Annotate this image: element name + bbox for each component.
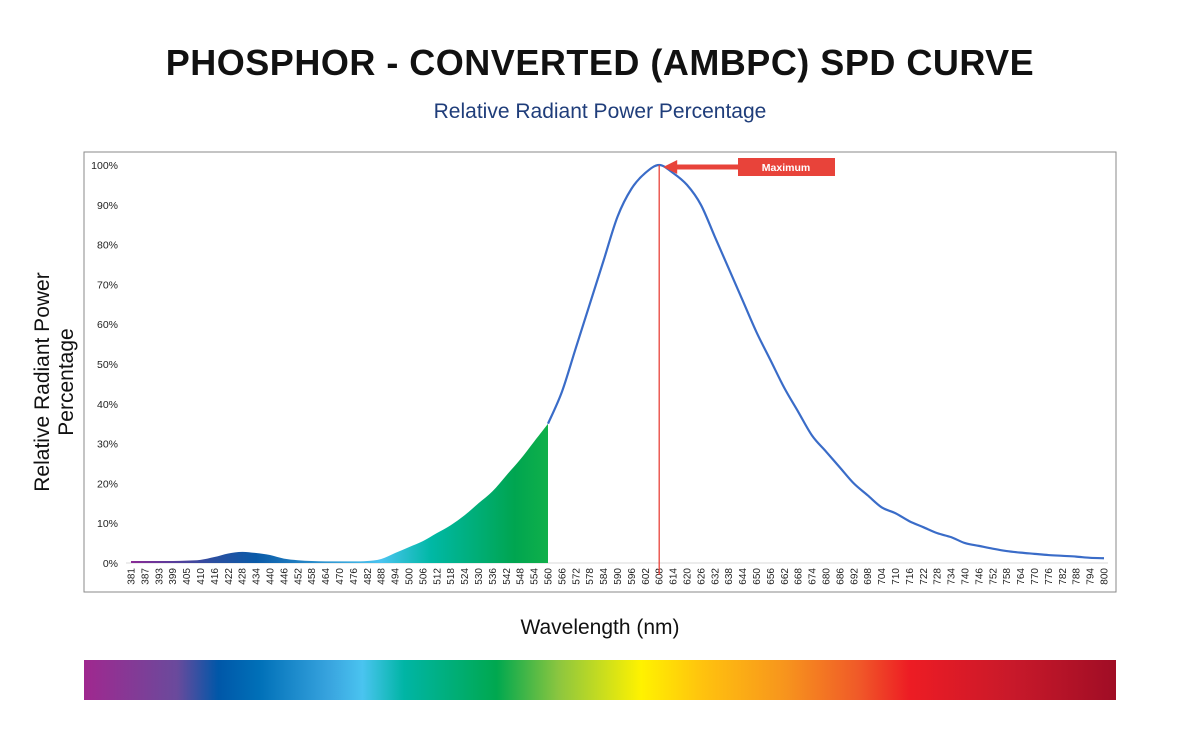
- arrow-left-icon: [663, 160, 738, 174]
- spd-curve-line: [546, 163, 1105, 560]
- x-tick-label: 458: [307, 568, 318, 585]
- y-tick-label: 10%: [97, 518, 118, 530]
- x-tick-label: 381: [127, 568, 138, 585]
- x-tick-label: 596: [627, 568, 638, 585]
- x-tick-label: 590: [613, 568, 624, 585]
- x-tick-label: 500: [405, 568, 416, 585]
- x-tick-label: 536: [488, 568, 499, 585]
- x-tick-label: 602: [641, 568, 652, 585]
- x-tick-label: 566: [557, 568, 568, 585]
- x-tick-label: 548: [516, 568, 527, 585]
- x-tick-label: 476: [349, 568, 360, 585]
- x-tick-label: 782: [1058, 568, 1069, 585]
- x-tick-label: 584: [599, 568, 610, 585]
- x-tick-label: 734: [947, 568, 958, 585]
- x-tick-label: 530: [474, 568, 485, 585]
- y-tick-label: 90%: [97, 200, 118, 212]
- x-tick-label: 578: [585, 568, 596, 585]
- x-tick-label: 518: [446, 568, 457, 585]
- chart-subtitle: Relative Radiant Power Percentage: [433, 100, 767, 123]
- x-tick-label: 405: [182, 568, 193, 585]
- x-tick-label: 626: [696, 568, 707, 585]
- x-tick-label: 560: [544, 568, 555, 585]
- x-tick-label: 686: [835, 568, 846, 585]
- x-tick-label: 632: [710, 568, 721, 585]
- x-tick-label: 542: [502, 568, 513, 585]
- x-tick-label: 656: [766, 568, 777, 585]
- x-tick-label: 614: [669, 568, 680, 585]
- x-axis-label: Wavelength (nm): [520, 616, 680, 639]
- x-tick-label: 698: [863, 568, 874, 585]
- x-tick-label: 410: [196, 568, 207, 585]
- x-tick-label: 752: [988, 568, 999, 585]
- x-tick-label: 512: [432, 568, 443, 585]
- x-tick-label: 788: [1072, 568, 1083, 585]
- y-tick-label: 50%: [97, 359, 118, 371]
- y-tick-label: 60%: [97, 319, 118, 331]
- x-tick-label: 746: [974, 568, 985, 585]
- x-tick-label: 758: [1002, 568, 1013, 585]
- x-tick-label: 572: [571, 568, 582, 585]
- x-tick-label: 662: [780, 568, 791, 585]
- x-tick-label: 776: [1044, 568, 1055, 585]
- x-tick-label: 704: [877, 568, 888, 585]
- x-tick-label: 434: [252, 568, 263, 585]
- x-tick-label: 416: [210, 568, 221, 585]
- x-tick-label: 728: [933, 568, 944, 585]
- x-tick-label: 680: [822, 568, 833, 585]
- x-tick-label: 710: [891, 568, 902, 585]
- x-tick-label: 722: [919, 568, 930, 585]
- x-tick-label: 399: [168, 568, 179, 585]
- x-tick-label: 446: [279, 568, 290, 585]
- maximum-label-box: [738, 158, 835, 176]
- x-tick-label: 440: [266, 568, 277, 585]
- maximum-label: Maximum: [762, 162, 810, 174]
- x-tick-label: 608: [655, 568, 666, 585]
- maximum-annotation: Maximum: [663, 158, 835, 176]
- x-tick-label: 482: [363, 568, 374, 585]
- x-tick-label: 740: [961, 568, 972, 585]
- x-tick-label: 650: [752, 568, 763, 585]
- x-tick-label: 428: [238, 568, 249, 585]
- x-tick-label: 470: [335, 568, 346, 585]
- plot-frame: [83, 151, 1117, 593]
- y-tick-label: 70%: [97, 279, 118, 291]
- x-tick-label: 393: [154, 568, 165, 585]
- x-tick-label: 464: [321, 568, 332, 585]
- x-tick-label: 488: [377, 568, 388, 585]
- x-tick-label: 506: [418, 568, 429, 585]
- y-tick-label: 30%: [97, 439, 118, 451]
- x-tick-label: 800: [1100, 568, 1111, 585]
- y-tick-label: 0%: [103, 558, 118, 570]
- y-tick-label: 80%: [97, 240, 118, 252]
- x-tick-label: 668: [794, 568, 805, 585]
- visible-spectrum-bar: [84, 660, 1116, 700]
- x-tick-label: 794: [1086, 568, 1097, 585]
- x-tick-label: 387: [140, 568, 151, 585]
- x-tick-label: 524: [460, 568, 471, 585]
- y-tick-label: 40%: [97, 399, 118, 411]
- x-tick-label: 764: [1016, 568, 1027, 585]
- x-tick-label: 770: [1030, 568, 1041, 585]
- x-tick-label: 422: [224, 568, 235, 585]
- x-tick-label: 692: [849, 568, 860, 585]
- x-tick-label: 494: [391, 568, 402, 585]
- x-tick-label: 554: [530, 568, 541, 585]
- chart-title: PHOSPHOR - CONVERTED (AMBPC) SPD CURVE: [165, 42, 1035, 83]
- x-tick-label: 620: [683, 568, 694, 585]
- x-tick-label: 638: [724, 568, 735, 585]
- x-tick-label: 644: [738, 568, 749, 585]
- y-tick-label: 20%: [97, 478, 118, 490]
- x-tick-label: 674: [808, 568, 819, 585]
- spectrum-fill-area: [131, 423, 548, 563]
- x-tick-label: 716: [905, 568, 916, 585]
- x-tick-label: 452: [293, 568, 304, 585]
- y-tick-label: 100%: [91, 160, 118, 172]
